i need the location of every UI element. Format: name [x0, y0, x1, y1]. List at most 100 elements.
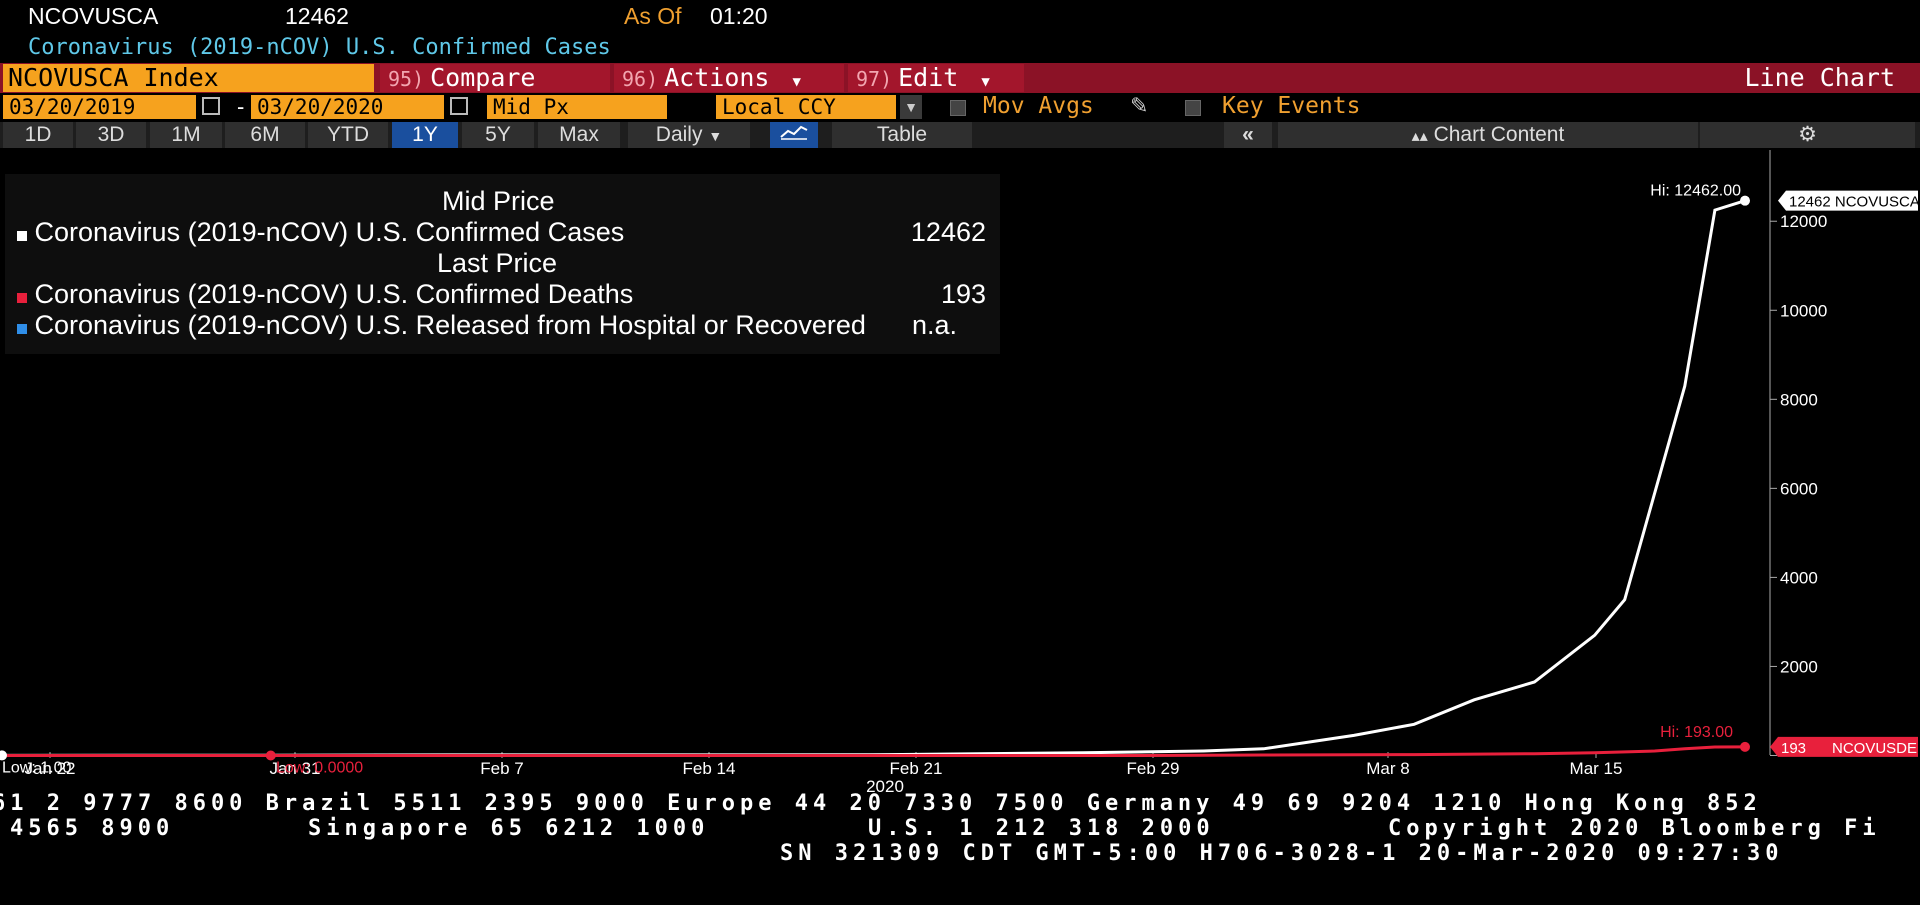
y-tick-label: 6000: [1780, 479, 1818, 498]
legend-header-mid-price: Mid Price: [442, 186, 555, 216]
mov-avgs-checkbox[interactable]: [950, 100, 966, 116]
deaths-high-marker: [1740, 741, 1750, 752]
x-tick-label: Feb 7: [480, 759, 523, 778]
deaths-low-marker: [265, 750, 276, 761]
range-button-5y[interactable]: 5Y: [462, 122, 534, 148]
cases-value-tag: [1778, 190, 1918, 211]
range-button-ytd[interactable]: YTD: [308, 122, 388, 148]
legend-cases-value: 12462: [910, 217, 986, 247]
x-tick-label: Feb 21: [890, 759, 943, 778]
edit-number: 97): [856, 67, 893, 91]
pencil-icon[interactable]: ✎: [1130, 93, 1149, 118]
actions-button[interactable]: 96) Actions ▼: [614, 64, 844, 92]
cases-low-label: Low: 1.00: [2, 759, 71, 776]
chart-content-button[interactable]: ▴▴ Chart Content: [1278, 122, 1698, 148]
ticker-symbol: NCOVUSCA: [28, 3, 159, 29]
index-field[interactable]: NCOVUSCA Index: [3, 64, 374, 92]
line-chart: 2000 4000 6000 8000 10000 12000 Jan 22 Jan 31 Fe…: [0, 150, 1920, 796]
line-chart-icon[interactable]: [770, 122, 818, 148]
range-button-max[interactable]: Max: [538, 122, 620, 148]
table-button[interactable]: Table: [832, 122, 972, 148]
y-tick-label: 8000: [1780, 390, 1818, 409]
range-button-1y[interactable]: 1Y: [392, 122, 458, 148]
calendar-icon[interactable]: [202, 97, 220, 115]
range-button-3d[interactable]: 3D: [76, 122, 146, 148]
y-tick-label: 4000: [1780, 568, 1818, 587]
legend-header-last-price: Last Price: [437, 248, 558, 278]
x-tick-label: Mar 15: [1570, 759, 1623, 778]
collapse-icon[interactable]: «: [1224, 122, 1272, 148]
footer-line-2c: U.S. 1 212 318 2000: [868, 816, 1215, 841]
periodicity-select[interactable]: Daily ▼: [628, 122, 750, 148]
x-tick-label: Jan 22: [24, 759, 75, 778]
start-date-field[interactable]: 03/20/2019: [3, 95, 196, 119]
x-tick-label: Jan 31: [269, 759, 320, 778]
range-button-1m[interactable]: 1M: [150, 122, 222, 148]
mov-avgs-label[interactable]: Mov Avgs: [983, 93, 1094, 119]
deaths-swatch: [17, 293, 27, 303]
field-select[interactable]: Mid Px: [487, 95, 667, 119]
x-tick-label: Feb 14: [683, 759, 736, 778]
footer-line-2d: Copyright 2020 Bloomberg Fi: [1388, 816, 1881, 841]
currency-dropdown-icon[interactable]: ▼: [900, 95, 922, 119]
range-button-1d[interactable]: 1D: [3, 122, 73, 148]
series-line-ncovusde: [0, 745, 1746, 757]
end-date-field[interactable]: 03/20/2020: [251, 95, 444, 119]
cases-high-marker: [1740, 195, 1750, 206]
x-year-label: 2020: [866, 777, 904, 796]
y-tick-label: 10000: [1780, 301, 1827, 320]
footer-line-1: 61 2 9777 8600 Brazil 5511 2395 9000 Eur…: [0, 791, 1762, 816]
compare-label: Compare: [430, 63, 536, 92]
date-separator: -: [237, 94, 245, 119]
deaths-low-label: Low: 0.0000: [276, 759, 363, 776]
settings-gear-icon[interactable]: ⚙: [1700, 122, 1915, 148]
key-events-checkbox[interactable]: [1185, 100, 1201, 116]
periodicity-label: Daily: [655, 123, 703, 146]
security-description: Coronavirus (2019-nCOV) U.S. Confirmed C…: [28, 35, 611, 60]
currency-select[interactable]: Local CCY: [716, 95, 896, 119]
line-chart-glyph: [780, 125, 808, 140]
edit-dropdown-icon: ▼: [981, 74, 990, 90]
series-line-ncovusca: [0, 199, 1746, 757]
x-tick-label: Mar 8: [1366, 759, 1409, 778]
legend-cases-label: Coronavirus (2019-nCOV) U.S. Confirmed C…: [34, 217, 625, 247]
legend-deaths-value: 193: [940, 279, 986, 309]
ticker-value: 12462: [285, 3, 349, 29]
cases-value-tag-text: 12462 NCOVUSCA: [1789, 194, 1920, 211]
recovered-swatch: [17, 324, 27, 334]
y-tick-label: 12000: [1780, 212, 1827, 231]
deaths-value-tag-text: 193: [1781, 740, 1806, 757]
deaths-value-tag: [1770, 736, 1918, 757]
cases-low-marker: [0, 750, 7, 761]
footer-line-2a: 4565 8900: [10, 816, 175, 841]
calendar-icon[interactable]: [450, 97, 468, 115]
footer-line-2b: Singapore 65 6212 1000: [308, 816, 710, 841]
chart-type-label[interactable]: Line Chart: [1744, 63, 1895, 92]
x-tick-label: Feb 29: [1127, 759, 1180, 778]
periodicity-dropdown-icon: ▼: [708, 128, 723, 144]
legend-recovered-value: n.a.: [911, 310, 957, 340]
edit-button[interactable]: 97) Edit ▼: [848, 64, 1024, 92]
compare-button[interactable]: 95) Compare: [380, 64, 610, 92]
footer-line-3: SN 321309 CDT GMT-5:00 H706-3028-1 20-Ma…: [780, 841, 1784, 866]
legend-deaths-label: Coronavirus (2019-nCOV) U.S. Confirmed D…: [34, 279, 634, 309]
deaths-value-tag-name: NCOVUSDE: [1832, 740, 1917, 757]
legend-row-deaths[interactable]: Coronavirus (2019-nCOV) U.S. Confirmed D…: [17, 279, 633, 310]
range-button-6m[interactable]: 6M: [225, 122, 305, 148]
chart-content-icon: ▴▴: [1411, 128, 1428, 145]
cases-high-label: Hi: 12462.00: [1650, 183, 1741, 200]
actions-label: Actions: [664, 63, 770, 92]
compare-number: 95): [388, 67, 425, 91]
legend-row-recovered[interactable]: Coronavirus (2019-nCOV) U.S. Released fr…: [17, 310, 866, 341]
actions-dropdown-icon: ▼: [792, 74, 801, 90]
as-of-time: 01:20: [710, 3, 768, 29]
legend-panel: Mid Price Coronavirus (2019-nCOV) U.S. C…: [5, 174, 1000, 354]
y-tick-label: 2000: [1780, 657, 1818, 676]
key-events-label[interactable]: Key Events: [1222, 93, 1361, 119]
deaths-high-label: Hi: 193.00: [1660, 724, 1733, 741]
as-of-label: As Of: [624, 3, 682, 29]
cases-swatch: [17, 231, 27, 241]
legend-recovered-label: Coronavirus (2019-nCOV) U.S. Released fr…: [34, 310, 866, 340]
legend-row-cases[interactable]: Coronavirus (2019-nCOV) U.S. Confirmed C…: [17, 217, 624, 248]
chart-content-label: Chart Content: [1433, 123, 1565, 146]
